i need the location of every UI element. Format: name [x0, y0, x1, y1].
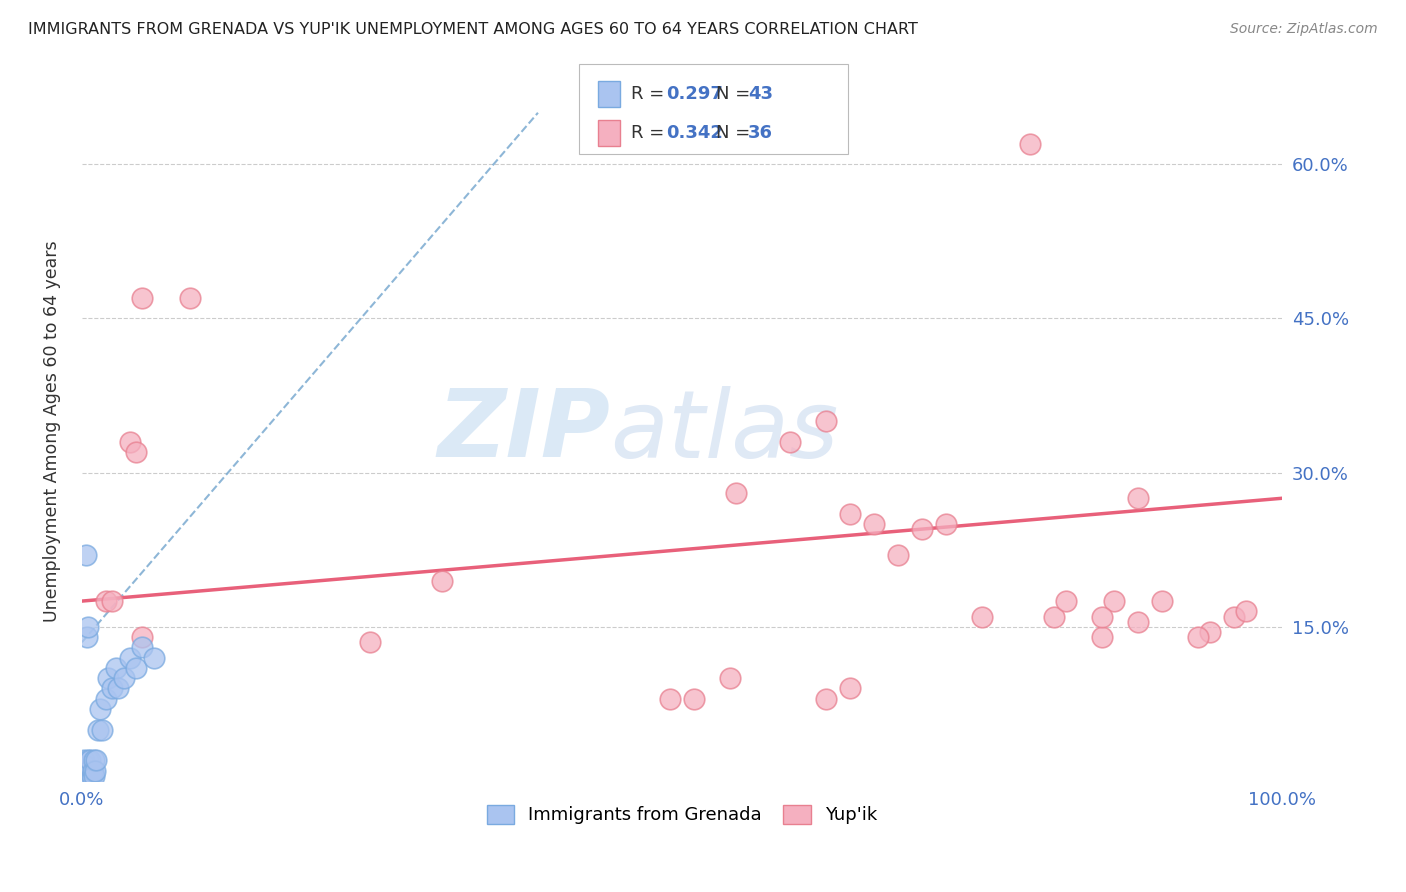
Point: [1091, 630, 1114, 644]
Point: [94, 594, 117, 608]
Point: [75, 774, 97, 789]
Point: [89, 702, 111, 716]
Point: [1043, 609, 1066, 624]
Point: [131, 291, 153, 305]
Point: [863, 516, 886, 531]
Point: [1126, 491, 1149, 506]
Point: [79, 754, 101, 768]
Point: [76, 774, 98, 789]
Text: IMMIGRANTS FROM GRENADA VS YUP'IK UNEMPLOYMENT AMONG AGES 60 TO 64 YEARS CORRELA: IMMIGRANTS FROM GRENADA VS YUP'IK UNEMPL…: [28, 22, 918, 37]
Text: N =: N =: [716, 85, 755, 103]
Text: N =: N =: [716, 124, 755, 142]
Point: [73, 769, 96, 783]
Text: 0.297: 0.297: [666, 85, 723, 103]
Point: [659, 691, 682, 706]
Legend: Immigrants from Grenada, Yup'ik: Immigrants from Grenada, Yup'ik: [486, 805, 877, 824]
Point: [77, 754, 100, 768]
Point: [83, 754, 105, 768]
Point: [1223, 609, 1246, 624]
Point: [107, 681, 129, 696]
Point: [1199, 624, 1222, 639]
Point: [91, 723, 114, 737]
Point: [359, 635, 381, 649]
Point: [1102, 594, 1125, 608]
Point: [430, 574, 453, 588]
Point: [142, 650, 165, 665]
Point: [101, 594, 124, 608]
Point: [1054, 594, 1077, 608]
Point: [77, 774, 100, 789]
Point: [77, 764, 100, 778]
Point: [118, 434, 141, 449]
Point: [970, 609, 993, 624]
Point: [76, 769, 98, 783]
Point: [125, 445, 148, 459]
Point: [104, 661, 127, 675]
Text: ZIP: ZIP: [437, 385, 610, 477]
Point: [73, 774, 96, 789]
Point: [718, 671, 741, 685]
Point: [77, 620, 100, 634]
Point: [101, 681, 124, 696]
Point: [1187, 630, 1209, 644]
Point: [80, 769, 103, 783]
Point: [76, 630, 98, 644]
Point: [839, 507, 862, 521]
Point: [131, 630, 153, 644]
Point: [73, 754, 96, 768]
Point: [83, 769, 105, 783]
Point: [112, 671, 135, 685]
Point: [1150, 594, 1173, 608]
Point: [75, 758, 97, 772]
Point: [814, 691, 837, 706]
Point: [73, 764, 96, 778]
Text: atlas: atlas: [610, 386, 838, 477]
Point: [77, 769, 100, 783]
Point: [72, 764, 94, 778]
Text: 43: 43: [748, 85, 773, 103]
Text: R =: R =: [631, 124, 671, 142]
Point: [814, 414, 837, 428]
Point: [1019, 136, 1042, 151]
Point: [84, 764, 107, 778]
Point: [125, 661, 148, 675]
Text: Source: ZipAtlas.com: Source: ZipAtlas.com: [1230, 22, 1378, 37]
Point: [1091, 609, 1114, 624]
Point: [131, 640, 153, 655]
Point: [76, 764, 98, 778]
Point: [935, 516, 957, 531]
Point: [1126, 615, 1149, 629]
Point: [94, 691, 117, 706]
Point: [72, 769, 94, 783]
Point: [118, 650, 141, 665]
Point: [911, 522, 934, 536]
Point: [179, 291, 201, 305]
Point: [82, 764, 104, 778]
Point: [86, 754, 108, 768]
Text: 0.342: 0.342: [666, 124, 723, 142]
Text: R =: R =: [631, 85, 671, 103]
Point: [724, 486, 747, 500]
Point: [77, 774, 100, 789]
Point: [72, 774, 94, 789]
Point: [86, 723, 108, 737]
Point: [887, 548, 910, 562]
Point: [75, 769, 97, 783]
Point: [97, 671, 120, 685]
Y-axis label: Unemployment Among Ages 60 to 64 years: Unemployment Among Ages 60 to 64 years: [44, 241, 60, 623]
Point: [75, 764, 97, 778]
Text: 36: 36: [748, 124, 773, 142]
Point: [79, 774, 101, 789]
Point: [779, 434, 801, 449]
Point: [839, 681, 862, 696]
Point: [1234, 604, 1257, 618]
Point: [683, 691, 706, 706]
Point: [75, 548, 97, 562]
